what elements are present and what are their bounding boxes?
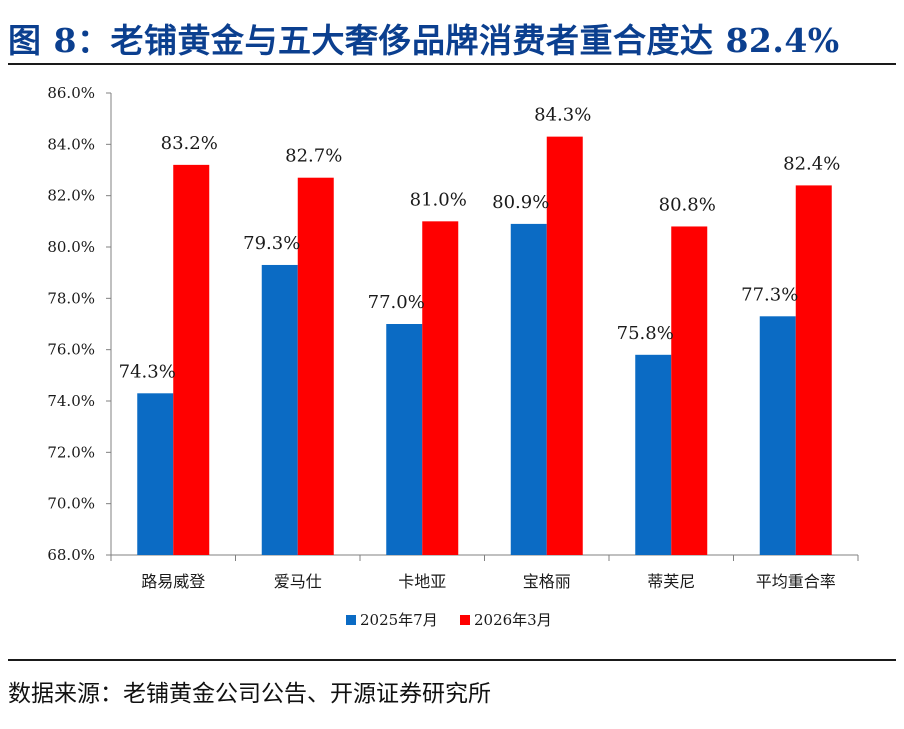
legend-label: 2026年3月 (474, 611, 552, 629)
bar-2025-07 (261, 264, 298, 555)
bar-2026-03 (795, 185, 832, 555)
x-tick-label: 路易威登 (141, 572, 205, 591)
bar-2026-03 (671, 226, 708, 555)
legend-swatch (460, 615, 470, 625)
y-tick-label: 68.0% (47, 546, 95, 564)
x-tick-label: 蒂芙尼 (647, 572, 695, 591)
y-tick-label: 78.0% (47, 289, 95, 307)
y-tick-label: 70.0% (47, 495, 95, 513)
source-divider (8, 659, 896, 661)
x-tick-label: 爱马仕 (274, 572, 322, 591)
data-label-2026-03: 83.2% (161, 133, 218, 154)
data-label-2025-07: 79.3% (243, 233, 300, 254)
bar-2025-07 (386, 324, 423, 555)
chart-axes: 68.0% 70.0% 72.0% 74.0% 76.0% 78.0% 80.0% 82.0%… (47, 84, 859, 591)
data-label-2026-03: 82.7% (285, 146, 342, 167)
y-tick-label: 72.0% (47, 443, 95, 461)
title-divider (8, 63, 896, 65)
x-tick-label: 卡地亚 (398, 572, 446, 591)
data-label-2025-07: 77.0% (368, 292, 425, 313)
legend-swatch (346, 615, 356, 625)
chart-data-labels: 74.3% 83.2% 79.3% 82.7% 77.0% 81.0% 80.9% 84.3%… (119, 105, 841, 383)
data-source: 数据来源：老铺黄金公司公告、开源证券研究所 (8, 681, 491, 707)
data-label-2026-03: 80.8% (659, 194, 716, 215)
chart-legend: 2025年7月 2026年3月 (346, 611, 552, 629)
data-label-2026-03: 82.4% (783, 153, 840, 174)
bar-2025-07 (137, 393, 174, 555)
bar-2025-07 (635, 354, 672, 555)
data-label-2025-07: 80.9% (492, 192, 549, 213)
y-tick-label: 76.0% (47, 341, 95, 359)
bar-2026-03 (173, 164, 210, 555)
bar-2026-03 (297, 177, 334, 555)
y-tick-label: 82.0% (47, 187, 95, 205)
chart-title: 图 8：老铺黄金与五大奢侈品牌消费者重合度达 82.4% (8, 21, 840, 60)
x-tick-label: 宝格丽 (523, 572, 571, 591)
legend-label: 2025年7月 (360, 611, 438, 629)
bar-2025-07 (510, 223, 547, 555)
x-tick-label: 平均重合率 (756, 572, 836, 591)
data-label-2025-07: 77.3% (741, 284, 798, 305)
data-label-2025-07: 74.3% (119, 361, 176, 382)
data-label-2026-03: 81.0% (410, 189, 467, 210)
y-tick-label: 84.0% (47, 135, 95, 153)
data-label-2025-07: 75.8% (617, 323, 674, 344)
bar-2026-03 (422, 221, 459, 556)
bar-2025-07 (759, 316, 796, 555)
chart-bars (137, 136, 832, 556)
bar-2026-03 (546, 136, 583, 555)
y-tick-label: 86.0% (47, 84, 95, 102)
y-tick-label: 80.0% (47, 238, 95, 256)
data-label-2026-03: 84.3% (534, 105, 591, 126)
y-tick-label: 74.0% (47, 392, 95, 410)
